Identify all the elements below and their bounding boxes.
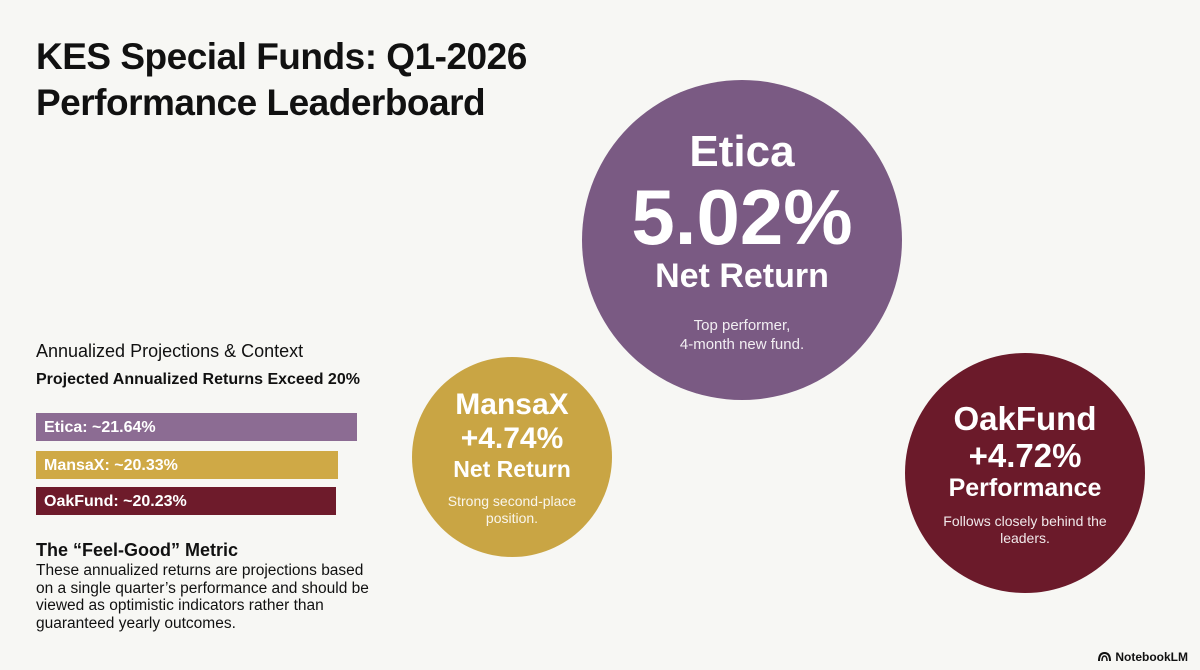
- fund-name: Etica: [689, 126, 795, 176]
- note-line: leaders.: [1000, 529, 1050, 546]
- note-line: Strong second-place: [447, 492, 577, 509]
- note-text: These annualized returns are projections…: [36, 562, 369, 632]
- fund-metric: Net Return: [655, 256, 829, 295]
- fund-circle: MansaX +4.74% Net Return Strong second-plac…: [412, 357, 612, 557]
- fund-name: OakFund: [953, 399, 1097, 437]
- bar: OakFund: ~20.23%: [36, 487, 337, 515]
- fund-note: Top performer, 4-month new fund.: [680, 316, 804, 354]
- fund-figure: 5.02%: [631, 172, 853, 261]
- fund-metric: Net Return: [453, 455, 571, 482]
- bar-label: Etica: ~21.64%: [44, 419, 156, 436]
- bar-label: OakFund: ~20.23%: [44, 493, 187, 510]
- fund-circle: Etica 5.02% Net Return Top performer, 4-mont…: [582, 80, 902, 400]
- bar: MansaX: ~20.33%: [36, 451, 338, 479]
- fund-metric: Performance: [948, 473, 1102, 502]
- fund-circle: OakFund +4.72% Performance Follows closely …: [905, 353, 1145, 593]
- fund-figure: +4.74%: [460, 421, 564, 455]
- fund-note: Follows closely behind the leaders.: [943, 513, 1106, 547]
- note-line: position.: [485, 509, 539, 526]
- fund-note: Strong second-place position.: [448, 493, 576, 527]
- section-heading: Annualized Projections & Context: [36, 341, 304, 361]
- title-line: Performance Leaderboard: [36, 82, 486, 123]
- fund-name: MansaX: [455, 387, 569, 421]
- title: KES Special Funds: Q1-2026 Performance L…: [36, 34, 527, 126]
- note-line: Follows closely behind the: [943, 512, 1107, 529]
- brand: NotebookLM: [1098, 650, 1188, 664]
- bar-label: MansaX: ~20.33%: [44, 457, 178, 474]
- note-line: 4-month new fund.: [679, 335, 805, 353]
- title-line: KES Special Funds: Q1-2026: [36, 36, 527, 77]
- brand-name: NotebookLM: [1115, 650, 1188, 664]
- fund-figure: +4.72%: [968, 436, 1082, 474]
- note-line: Top performer,: [693, 316, 791, 334]
- brand-icon: [1098, 652, 1112, 662]
- note-title: The “Feel-Good” Metric: [36, 540, 239, 560]
- bar: Etica: ~21.64%: [36, 413, 357, 441]
- section-subheading: Projected Annualized Returns Exceed 20%: [36, 371, 360, 388]
